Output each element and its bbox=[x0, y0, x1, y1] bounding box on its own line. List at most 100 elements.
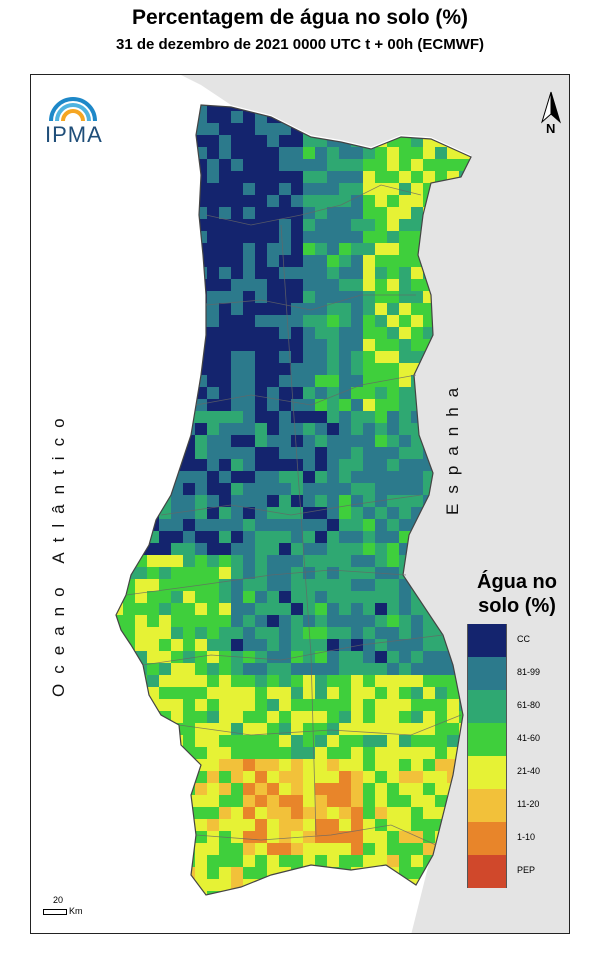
soil-cell bbox=[267, 447, 279, 459]
soil-cell bbox=[219, 231, 231, 243]
soil-cell bbox=[231, 903, 243, 915]
soil-cell bbox=[135, 123, 147, 135]
soil-cell bbox=[135, 291, 147, 303]
soil-cell bbox=[123, 219, 135, 231]
soil-cell bbox=[399, 387, 411, 399]
soil-cell bbox=[291, 903, 303, 915]
soil-cell bbox=[339, 567, 351, 579]
soil-cell bbox=[116, 831, 123, 843]
soil-cell bbox=[375, 627, 387, 639]
soil-cell bbox=[147, 663, 159, 675]
soil-cell bbox=[411, 207, 423, 219]
soil-cell bbox=[183, 255, 195, 267]
soil-cell bbox=[195, 423, 207, 435]
soil-cell bbox=[363, 243, 375, 255]
soil-cell bbox=[231, 303, 243, 315]
soil-cell bbox=[171, 615, 183, 627]
soil-cell bbox=[231, 603, 243, 615]
soil-cell bbox=[207, 243, 219, 255]
soil-cell bbox=[339, 759, 351, 771]
soil-cell bbox=[375, 387, 387, 399]
soil-cell bbox=[243, 255, 255, 267]
soil-cell bbox=[375, 207, 387, 219]
soil-cell bbox=[327, 435, 339, 447]
soil-cell bbox=[327, 843, 339, 855]
soil-cell bbox=[183, 375, 195, 387]
soil-cell bbox=[219, 867, 231, 879]
soil-cell bbox=[171, 795, 183, 807]
soil-cell bbox=[303, 483, 315, 495]
soil-cell bbox=[327, 147, 339, 159]
soil-cell bbox=[147, 603, 159, 615]
soil-cell bbox=[207, 435, 219, 447]
soil-cell bbox=[147, 351, 159, 363]
soil-cell bbox=[363, 807, 375, 819]
soil-cell bbox=[123, 315, 135, 327]
soil-cell bbox=[327, 315, 339, 327]
soil-cell bbox=[183, 123, 195, 135]
soil-cell bbox=[219, 843, 231, 855]
soil-cell bbox=[411, 759, 423, 771]
soil-cell bbox=[123, 171, 135, 183]
soil-cell bbox=[315, 387, 327, 399]
soil-cell bbox=[399, 855, 411, 867]
soil-cell bbox=[207, 147, 219, 159]
soil-cell bbox=[255, 519, 267, 531]
soil-cell bbox=[279, 423, 291, 435]
soil-cell bbox=[363, 219, 375, 231]
soil-cell bbox=[231, 207, 243, 219]
soil-cell bbox=[279, 675, 291, 687]
soil-cell bbox=[159, 627, 171, 639]
soil-cell bbox=[267, 843, 279, 855]
soil-cell bbox=[159, 555, 171, 567]
soil-cell bbox=[423, 783, 435, 795]
soil-cell bbox=[411, 267, 423, 279]
soil-cell bbox=[231, 399, 243, 411]
soil-cell bbox=[123, 807, 135, 819]
soil-cell bbox=[363, 267, 375, 279]
soil-cell bbox=[387, 483, 399, 495]
soil-cell bbox=[255, 483, 267, 495]
soil-cell bbox=[363, 855, 375, 867]
soil-cell bbox=[219, 459, 231, 471]
soil-cell bbox=[303, 159, 315, 171]
soil-cell bbox=[243, 399, 255, 411]
soil-cell bbox=[147, 819, 159, 831]
soil-cell bbox=[231, 759, 243, 771]
soil-cell bbox=[327, 303, 339, 315]
soil-cell bbox=[219, 639, 231, 651]
soil-cell bbox=[267, 855, 279, 867]
soil-cell bbox=[116, 867, 123, 879]
soil-cell bbox=[315, 843, 327, 855]
soil-cell bbox=[135, 507, 147, 519]
soil-cell bbox=[123, 267, 135, 279]
soil-cell bbox=[267, 747, 279, 759]
soil-cell bbox=[327, 771, 339, 783]
soil-cell bbox=[207, 651, 219, 663]
soil-cell bbox=[375, 219, 387, 231]
soil-cell bbox=[315, 891, 327, 895]
soil-cell bbox=[303, 831, 315, 843]
soil-cell bbox=[267, 603, 279, 615]
spain-label: Espanha bbox=[443, 377, 462, 515]
soil-cell bbox=[207, 279, 219, 291]
soil-cell bbox=[339, 423, 351, 435]
soil-cell bbox=[116, 579, 123, 591]
legend-swatch bbox=[467, 756, 507, 789]
soil-cell bbox=[387, 855, 399, 867]
soil-cell bbox=[339, 819, 351, 831]
soil-cell bbox=[123, 135, 135, 147]
soil-cell bbox=[171, 711, 183, 723]
soil-cell bbox=[135, 699, 147, 711]
soil-cell bbox=[183, 543, 195, 555]
soil-cell bbox=[351, 831, 363, 843]
soil-cell bbox=[243, 807, 255, 819]
soil-cell bbox=[231, 747, 243, 759]
soil-cell bbox=[147, 459, 159, 471]
soil-cell bbox=[231, 363, 243, 375]
soil-cell bbox=[267, 651, 279, 663]
soil-cell bbox=[399, 843, 411, 855]
soil-cell bbox=[243, 891, 255, 895]
soil-cell bbox=[315, 723, 327, 735]
soil-cell bbox=[183, 135, 195, 147]
